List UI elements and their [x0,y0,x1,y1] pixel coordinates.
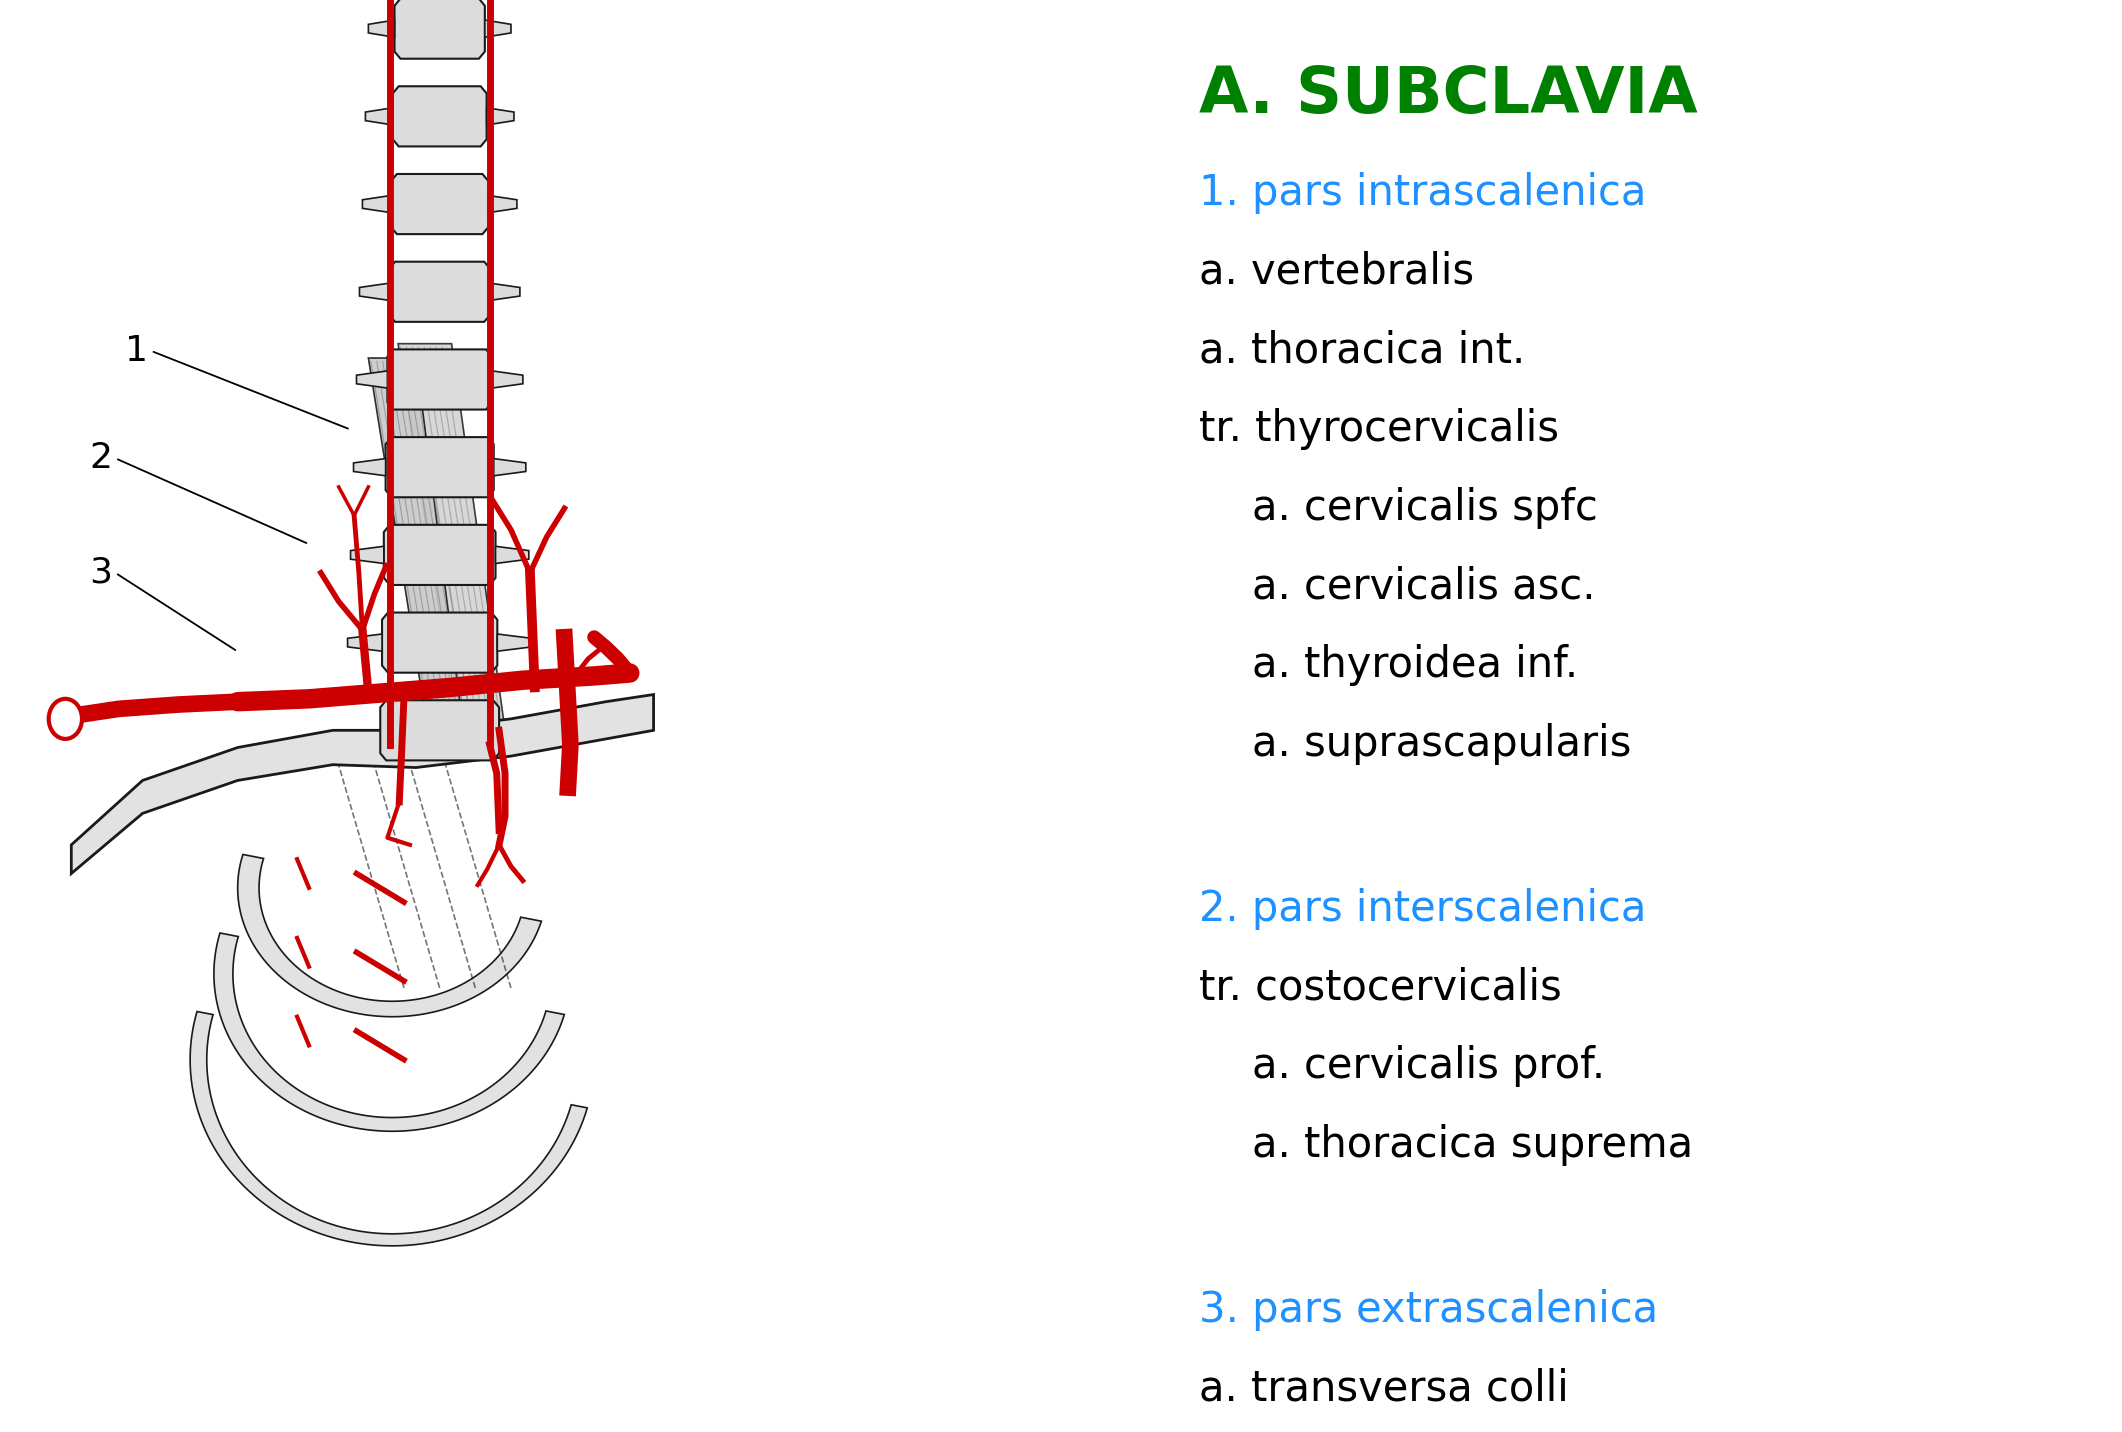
Polygon shape [359,284,388,301]
Polygon shape [356,371,388,388]
Polygon shape [399,344,505,730]
Text: a. thyroidea inf.: a. thyroidea inf. [1252,644,1579,686]
Polygon shape [214,934,564,1131]
Polygon shape [384,526,497,586]
Text: tr. thyrocervicalis: tr. thyrocervicalis [1199,408,1560,450]
Text: a. vertebralis: a. vertebralis [1199,251,1475,292]
Text: 2. pars interscalenica: 2. pars interscalenica [1199,888,1647,929]
Text: a. suprascapularis: a. suprascapularis [1252,723,1632,765]
Polygon shape [72,695,654,874]
Text: a. transversa colli: a. transversa colli [1199,1368,1568,1409]
Polygon shape [490,284,520,301]
Polygon shape [386,437,494,497]
Polygon shape [350,547,384,564]
Polygon shape [497,634,533,652]
Polygon shape [492,371,522,388]
Polygon shape [380,700,499,760]
Text: tr. costocervicalis: tr. costocervicalis [1199,967,1562,1008]
Polygon shape [388,349,492,410]
Polygon shape [363,196,390,212]
Text: 3. pars extrascalenica: 3. pars extrascalenica [1199,1289,1657,1330]
Polygon shape [393,86,486,146]
Polygon shape [369,20,395,37]
Text: a. cervicalis prof.: a. cervicalis prof. [1252,1045,1604,1087]
Text: a. thoracica int.: a. thoracica int. [1199,329,1526,371]
Text: a. thoracica suprema: a. thoracica suprema [1252,1124,1693,1166]
Text: 2: 2 [89,441,112,475]
Polygon shape [484,20,511,37]
Polygon shape [488,196,518,212]
Text: 1: 1 [125,334,149,368]
Polygon shape [388,262,490,322]
Polygon shape [494,458,526,475]
Text: A. SUBCLAVIA: A. SUBCLAVIA [1199,64,1698,126]
Polygon shape [354,458,386,475]
Polygon shape [390,175,488,233]
Polygon shape [395,0,484,59]
Polygon shape [486,107,514,125]
Text: a. cervicalis spfc: a. cervicalis spfc [1252,487,1598,528]
Polygon shape [348,634,382,652]
Text: 3: 3 [89,556,112,590]
Polygon shape [382,613,497,673]
Polygon shape [191,1011,588,1246]
Text: 1. pars intrascalenica: 1. pars intrascalenica [1199,172,1647,213]
Polygon shape [365,107,393,125]
Ellipse shape [49,699,83,739]
Polygon shape [369,358,463,730]
Text: a. cervicalis asc.: a. cervicalis asc. [1252,566,1596,607]
Polygon shape [497,547,528,564]
Polygon shape [238,855,541,1017]
